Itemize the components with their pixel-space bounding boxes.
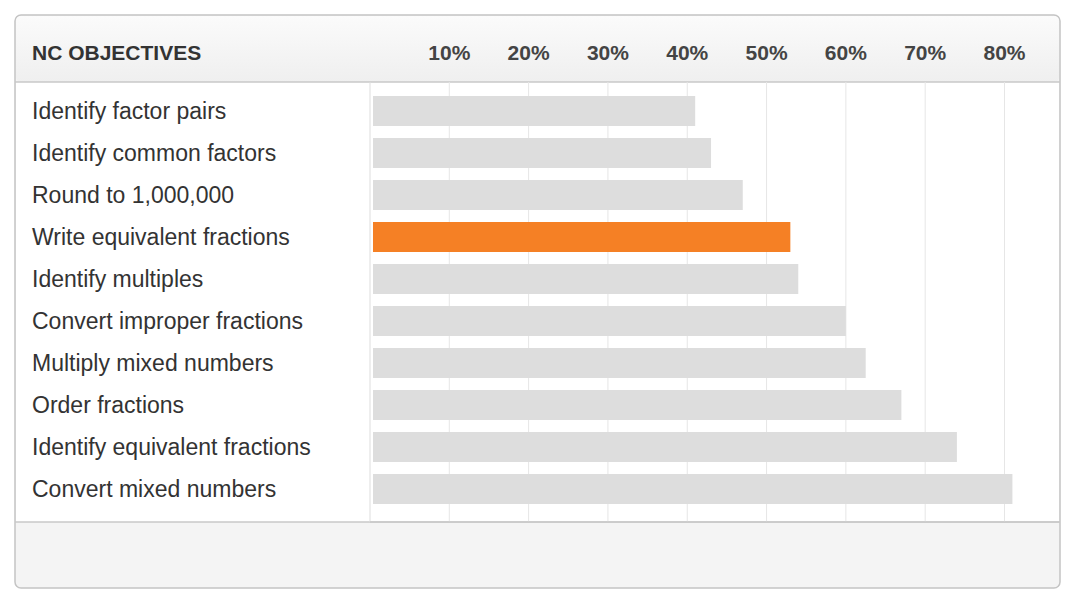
tick-label: 70%	[904, 41, 946, 64]
axis-line	[370, 82, 371, 522]
title: NC OBJECTIVES	[32, 41, 201, 64]
tick-label: 20%	[508, 41, 550, 64]
chart: NC OBJECTIVES 10% 20% 30% 40% 50% 60% 70% 80% Ide…	[0, 0, 1076, 604]
bars	[373, 96, 1012, 504]
tick-label: 30%	[587, 41, 629, 64]
category-label: Identify multiples	[32, 266, 203, 292]
bar	[373, 222, 790, 252]
tick-label: 40%	[666, 41, 708, 64]
category-label: Identify common factors	[32, 140, 276, 166]
category-label: Identify equivalent fractions	[32, 434, 311, 460]
bar	[373, 180, 743, 210]
tick-label: 60%	[825, 41, 867, 64]
tick-label: 10%	[428, 41, 470, 64]
category-label: Convert improper fractions	[32, 308, 303, 334]
bar	[373, 264, 798, 294]
tick-label: 80%	[983, 41, 1025, 64]
bar	[373, 96, 695, 126]
category-label: Write equivalent fractions	[32, 224, 290, 250]
bar	[373, 138, 711, 168]
tick-label: 50%	[746, 41, 788, 64]
category-label: Identify factor pairs	[32, 98, 226, 124]
bar	[373, 306, 846, 336]
bar	[373, 432, 957, 462]
category-label: Round to 1,000,000	[32, 182, 234, 208]
header	[16, 16, 1059, 82]
header-border	[15, 81, 1060, 83]
bar	[373, 474, 1012, 504]
axis-line	[370, 521, 1060, 523]
category-label: Order fractions	[32, 392, 184, 418]
footer-border	[15, 521, 1060, 523]
bar	[373, 390, 901, 420]
bar	[373, 348, 866, 378]
body	[16, 82, 1059, 522]
grid-line	[1004, 82, 1005, 522]
card	[15, 15, 1060, 588]
category-label: Multiply mixed numbers	[32, 350, 274, 376]
category-label: Convert mixed numbers	[32, 476, 276, 502]
